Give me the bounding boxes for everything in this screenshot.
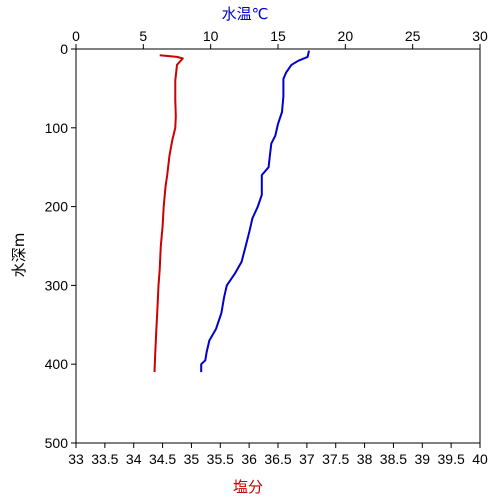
top-axis-tick-label: 0: [72, 28, 80, 44]
salinity-profile-line: [153, 54, 184, 373]
bottom-axis-tick-label: 36: [241, 451, 257, 467]
y-axis-tick-label: 0: [60, 41, 68, 57]
bottom-axis-tick-label: 35.5: [207, 451, 234, 467]
bottom-axis-tick-label: 33: [68, 451, 84, 467]
top-axis-tick-label: 5: [139, 28, 147, 44]
y-axis-tick-label: 500: [45, 435, 69, 451]
y-axis-tick-label: 100: [45, 120, 69, 136]
bottom-axis-tick-label: 34.5: [149, 451, 176, 467]
bottom-axis-tick-label: 38.5: [380, 451, 407, 467]
top-axis-tick-label: 25: [405, 28, 421, 44]
bottom-axis-tick-label: 38: [357, 451, 373, 467]
bottom-axis-title: 塩分: [233, 478, 263, 496]
y-axis-tick-label: 300: [45, 277, 69, 293]
top-axis-tick-label: 20: [338, 28, 354, 44]
top-axis-tick-label: 15: [270, 28, 286, 44]
y-axis-tick-label: 400: [45, 356, 69, 372]
bottom-axis-tick-label: 37.5: [322, 451, 349, 467]
plot-frame: [75, 48, 481, 444]
bottom-axis-tick-label: 40: [472, 451, 488, 467]
bottom-axis-tick-label: 39: [414, 451, 430, 467]
y-axis-title: 水深m: [10, 233, 28, 278]
axes-layer: 0 5 10 15 20 25 30 33 33.5 34 34.5 35 35.5 36 36.5 37 37…: [45, 28, 488, 467]
bottom-axis-tick-label: 35: [184, 451, 200, 467]
top-axis-tick-label: 10: [203, 28, 219, 44]
plot-area: [75, 48, 481, 444]
bottom-axis-tick-label: 34: [126, 451, 142, 467]
top-axis-title: 水温℃: [222, 5, 269, 23]
bottom-axis-tick-label: 39.5: [438, 451, 465, 467]
bottom-axis-tick-label: 37: [299, 451, 315, 467]
series-layer: [153, 50, 310, 373]
temperature-profile-line: [200, 50, 310, 373]
top-axis-tick-label: 30: [472, 28, 488, 44]
bottom-axis-tick-label: 33.5: [91, 451, 118, 467]
bottom-axis-tick-label: 36.5: [264, 451, 291, 467]
y-axis-tick-label: 200: [45, 199, 69, 215]
